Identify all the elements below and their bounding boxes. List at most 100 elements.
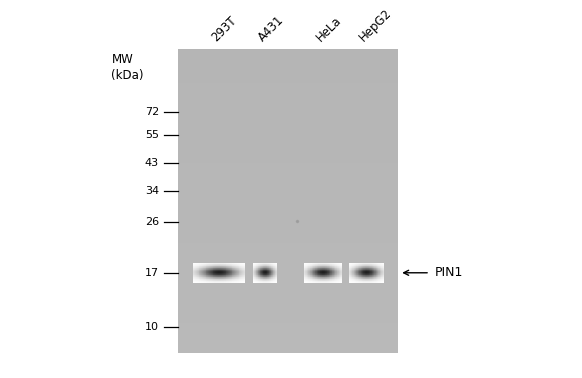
Bar: [230, 272, 232, 273]
Bar: [205, 275, 207, 276]
Bar: [178, 262, 398, 266]
Bar: [198, 279, 200, 280]
Bar: [335, 272, 336, 273]
Bar: [334, 274, 335, 275]
Bar: [312, 272, 313, 273]
Bar: [323, 275, 324, 276]
Bar: [193, 270, 194, 271]
Bar: [178, 68, 398, 72]
Bar: [330, 266, 331, 267]
Bar: [317, 267, 318, 268]
Bar: [178, 258, 398, 262]
Bar: [178, 129, 398, 133]
Bar: [240, 269, 241, 270]
Bar: [214, 282, 215, 283]
Bar: [222, 265, 223, 266]
Bar: [222, 277, 223, 278]
Bar: [310, 270, 311, 271]
Bar: [241, 266, 242, 267]
Bar: [224, 281, 225, 282]
Bar: [308, 270, 309, 271]
Bar: [197, 279, 198, 280]
Bar: [229, 263, 230, 264]
Bar: [326, 271, 327, 272]
Bar: [335, 279, 336, 280]
Bar: [338, 274, 339, 275]
Bar: [341, 271, 342, 272]
Bar: [230, 266, 232, 267]
Bar: [178, 247, 398, 251]
Bar: [334, 272, 335, 273]
Bar: [243, 282, 244, 283]
Bar: [201, 264, 202, 265]
Bar: [243, 268, 244, 269]
Bar: [209, 272, 210, 273]
Bar: [239, 272, 240, 273]
Bar: [209, 265, 210, 266]
Bar: [222, 282, 223, 283]
Bar: [219, 279, 221, 280]
Bar: [200, 267, 201, 268]
Bar: [216, 264, 217, 265]
Bar: [228, 276, 229, 277]
Bar: [211, 277, 212, 278]
Bar: [194, 272, 195, 273]
Bar: [315, 270, 316, 271]
Bar: [225, 269, 226, 270]
Bar: [194, 282, 195, 283]
Bar: [210, 276, 211, 277]
Bar: [241, 276, 242, 277]
Bar: [219, 268, 221, 269]
Bar: [334, 265, 335, 266]
Bar: [209, 269, 210, 270]
Bar: [306, 278, 307, 279]
Bar: [218, 263, 219, 264]
Bar: [194, 266, 195, 267]
Bar: [212, 264, 214, 265]
Bar: [221, 265, 222, 266]
Bar: [193, 271, 194, 272]
Bar: [313, 278, 314, 279]
Bar: [228, 272, 229, 273]
Bar: [196, 271, 197, 272]
Bar: [315, 263, 316, 264]
Bar: [205, 277, 207, 278]
Bar: [235, 266, 236, 267]
Bar: [341, 269, 342, 270]
Bar: [242, 281, 243, 282]
Bar: [307, 272, 308, 273]
Bar: [316, 271, 317, 272]
Bar: [222, 269, 223, 270]
Bar: [215, 269, 216, 270]
Bar: [198, 275, 200, 276]
Bar: [219, 281, 221, 282]
Bar: [341, 272, 342, 273]
Bar: [235, 269, 236, 270]
Bar: [236, 264, 237, 265]
Bar: [309, 272, 310, 273]
Bar: [334, 271, 335, 272]
Bar: [233, 276, 234, 277]
Bar: [232, 265, 233, 266]
Bar: [308, 266, 309, 267]
Bar: [193, 265, 194, 266]
Text: 17: 17: [145, 268, 159, 278]
Bar: [331, 275, 332, 276]
Bar: [198, 270, 200, 271]
Bar: [214, 272, 215, 273]
Bar: [218, 274, 219, 275]
Bar: [217, 265, 218, 266]
Bar: [193, 282, 194, 283]
Bar: [218, 277, 219, 278]
Bar: [223, 268, 224, 269]
Bar: [320, 279, 321, 280]
Bar: [218, 266, 219, 267]
Bar: [208, 282, 209, 283]
Bar: [233, 275, 234, 276]
Bar: [197, 265, 198, 266]
Bar: [304, 273, 306, 274]
Bar: [232, 263, 233, 264]
Bar: [335, 278, 336, 279]
Bar: [335, 270, 336, 271]
Bar: [193, 273, 194, 274]
